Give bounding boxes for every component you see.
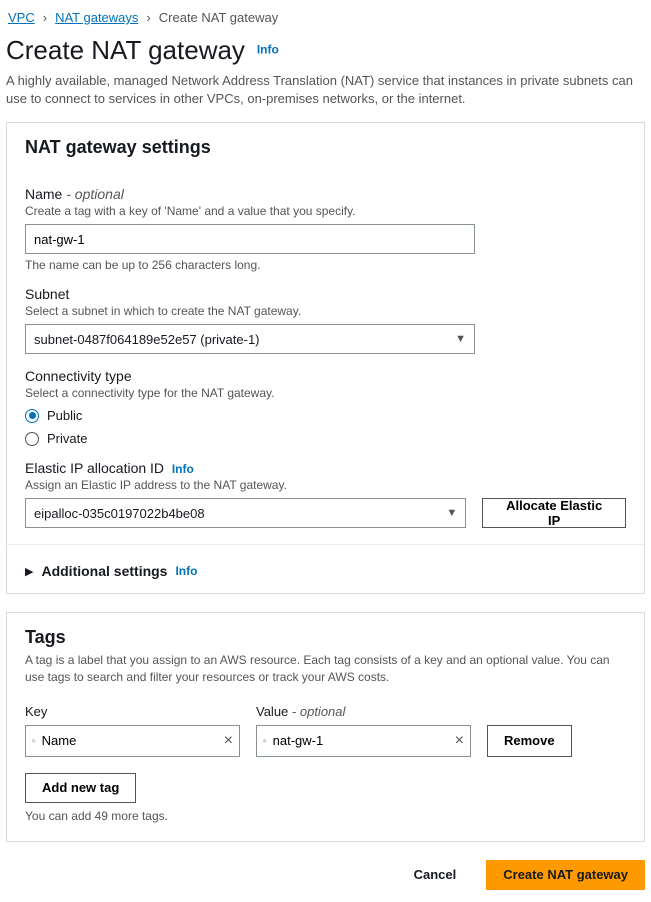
tag-key-input[interactable] <box>42 733 218 748</box>
breadcrumb: VPC › NAT gateways › Create NAT gateway <box>6 6 645 35</box>
tags-remaining: You can add 49 more tags. <box>25 809 626 823</box>
tag-key-label: Key <box>25 704 240 719</box>
page-description: A highly available, managed Network Addr… <box>6 72 645 108</box>
tags-description: A tag is a label that you assign to an A… <box>25 652 626 686</box>
breadcrumb-nat-gateways[interactable]: NAT gateways <box>55 10 138 25</box>
eip-help: Assign an Elastic IP address to the NAT … <box>25 478 626 492</box>
allocate-eip-button[interactable]: Allocate Elastic IP <box>482 498 626 528</box>
remove-tag-button[interactable]: Remove <box>487 725 572 757</box>
tag-value-input-wrapper[interactable]: × <box>256 725 471 757</box>
footer-actions: Cancel Create NAT gateway <box>6 860 645 890</box>
chevron-right-icon: › <box>43 10 47 25</box>
settings-header: NAT gateway settings <box>7 123 644 166</box>
page-title: Create NAT gateway <box>6 35 245 66</box>
cancel-button[interactable]: Cancel <box>398 860 473 890</box>
tag-value-label: Value <box>256 704 288 719</box>
name-input[interactable] <box>25 224 475 254</box>
chevron-right-icon: › <box>146 10 150 25</box>
subnet-selected-value: subnet-0487f064189e52e57 (private-1) <box>34 332 260 347</box>
connectivity-private-label: Private <box>47 431 87 446</box>
search-icon <box>32 734 36 748</box>
subnet-field: Subnet Select a subnet in which to creat… <box>25 286 626 354</box>
breadcrumb-current: Create NAT gateway <box>159 10 278 25</box>
tag-value-input[interactable] <box>273 733 449 748</box>
page-header: Create NAT gateway Info <box>6 35 645 66</box>
page-info-link[interactable]: Info <box>257 42 279 56</box>
radio-checked-icon <box>25 409 39 423</box>
eip-field: Elastic IP allocation ID Info Assign an … <box>25 460 626 528</box>
eip-label: Elastic IP allocation ID <box>25 460 164 476</box>
eip-selected-value: eipalloc-035c0197022b4be08 <box>34 506 205 521</box>
clear-icon[interactable]: × <box>455 733 464 749</box>
clear-icon[interactable]: × <box>224 733 233 749</box>
connectivity-public-option[interactable]: Public <box>25 408 626 423</box>
connectivity-help: Select a connectivity type for the NAT g… <box>25 386 626 400</box>
breadcrumb-vpc[interactable]: VPC <box>8 10 35 25</box>
connectivity-field: Connectivity type Select a connectivity … <box>25 368 626 446</box>
tags-panel: Tags A tag is a label that you assign to… <box>6 612 645 842</box>
name-label: Name <box>25 186 62 202</box>
tag-value-optional: - optional <box>292 704 345 719</box>
tag-key-input-wrapper[interactable]: × <box>25 725 240 757</box>
subnet-select[interactable]: subnet-0487f064189e52e57 (private-1) ▼ <box>25 324 475 354</box>
search-icon <box>263 734 267 748</box>
triangle-right-icon: ▶ <box>25 565 33 578</box>
name-field: Name - optional Create a tag with a key … <box>25 186 626 272</box>
caret-down-icon: ▼ <box>455 333 466 345</box>
connectivity-label: Connectivity type <box>25 368 626 384</box>
additional-settings-expander[interactable]: ▶ Additional settings Info <box>7 563 644 593</box>
connectivity-private-option[interactable]: Private <box>25 431 626 446</box>
name-help: Create a tag with a key of 'Name' and a … <box>25 204 626 218</box>
eip-select[interactable]: eipalloc-035c0197022b4be08 ▼ <box>25 498 466 528</box>
nat-gateway-settings-panel: NAT gateway settings Name - optional Cre… <box>6 122 645 594</box>
create-nat-gateway-button[interactable]: Create NAT gateway <box>486 860 645 890</box>
additional-settings-info-link[interactable]: Info <box>175 564 197 578</box>
connectivity-public-label: Public <box>47 408 82 423</box>
caret-down-icon: ▼ <box>446 507 457 519</box>
eip-info-link[interactable]: Info <box>172 462 194 476</box>
tags-header: Tags <box>25 627 626 648</box>
subnet-label: Subnet <box>25 286 626 302</box>
add-new-tag-button[interactable]: Add new tag <box>25 773 136 803</box>
additional-settings-label: Additional settings <box>41 563 167 579</box>
name-below-help: The name can be up to 256 characters lon… <box>25 258 626 272</box>
subnet-help: Select a subnet in which to create the N… <box>25 304 626 318</box>
name-optional: - optional <box>66 186 124 202</box>
radio-unchecked-icon <box>25 432 39 446</box>
